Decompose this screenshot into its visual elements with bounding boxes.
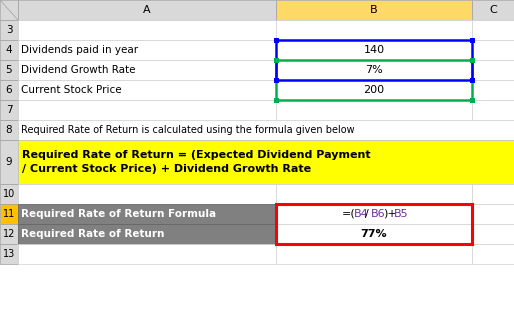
Text: B5: B5 xyxy=(394,209,409,219)
Bar xyxy=(18,224,276,244)
Bar xyxy=(469,57,474,62)
Text: 13: 13 xyxy=(3,249,15,259)
Bar xyxy=(276,204,472,244)
Bar xyxy=(276,40,472,60)
Bar xyxy=(0,244,18,264)
Text: Required Rate of Return: Required Rate of Return xyxy=(21,229,164,239)
Text: 6: 6 xyxy=(6,85,12,95)
Text: Required Rate of Return Formula: Required Rate of Return Formula xyxy=(21,209,216,219)
Bar xyxy=(273,57,279,62)
Bar xyxy=(0,140,18,184)
Bar xyxy=(18,80,276,100)
Bar xyxy=(472,244,514,264)
Bar xyxy=(273,98,279,103)
Bar xyxy=(0,20,18,40)
Text: )+: )+ xyxy=(383,209,396,219)
Text: B: B xyxy=(370,5,378,15)
Bar xyxy=(469,78,474,83)
Bar xyxy=(276,0,472,20)
Bar xyxy=(0,80,18,100)
Bar xyxy=(18,120,514,140)
Bar xyxy=(472,40,514,60)
Text: 140: 140 xyxy=(363,45,384,55)
Bar xyxy=(276,60,472,80)
Bar xyxy=(273,37,279,43)
Bar xyxy=(276,60,472,100)
Bar xyxy=(472,0,514,20)
Bar xyxy=(469,98,474,103)
Text: Current Stock Price: Current Stock Price xyxy=(21,85,122,95)
Bar xyxy=(472,60,514,80)
Bar xyxy=(0,100,18,120)
Bar xyxy=(18,140,514,184)
Bar xyxy=(0,184,18,204)
Text: A: A xyxy=(143,5,151,15)
Text: B6: B6 xyxy=(371,209,386,219)
Bar xyxy=(469,57,474,62)
Text: 7%: 7% xyxy=(365,65,383,75)
Bar xyxy=(18,40,276,60)
Text: 7: 7 xyxy=(6,105,12,115)
Bar xyxy=(273,57,279,62)
Text: 77%: 77% xyxy=(361,229,388,239)
Text: 12: 12 xyxy=(3,229,15,239)
Bar xyxy=(0,0,18,20)
Bar xyxy=(276,100,472,120)
Bar xyxy=(472,204,514,224)
Bar xyxy=(469,37,474,43)
Bar xyxy=(472,20,514,40)
Text: 4: 4 xyxy=(6,45,12,55)
Bar xyxy=(472,100,514,120)
Bar xyxy=(276,184,472,204)
Bar xyxy=(0,40,18,60)
Bar xyxy=(276,80,472,100)
Bar xyxy=(18,100,276,120)
Bar xyxy=(276,244,472,264)
Text: Dividend Growth Rate: Dividend Growth Rate xyxy=(21,65,136,75)
Bar xyxy=(18,60,276,80)
Text: 200: 200 xyxy=(363,85,384,95)
Bar xyxy=(276,224,472,244)
Bar xyxy=(276,20,472,40)
Bar xyxy=(0,204,18,224)
Text: B4: B4 xyxy=(354,209,369,219)
Text: C: C xyxy=(489,5,497,15)
Bar xyxy=(0,224,18,244)
Text: 9: 9 xyxy=(6,157,12,167)
Bar xyxy=(472,80,514,100)
Text: Required Rate of Return is calculated using the formula given below: Required Rate of Return is calculated us… xyxy=(21,125,355,135)
Bar xyxy=(0,120,18,140)
Text: /: / xyxy=(365,209,369,219)
Text: Required Rate of Return = (Expected Dividend Payment
/ Current Stock Price) + Di: Required Rate of Return = (Expected Divi… xyxy=(22,150,371,174)
Text: 5: 5 xyxy=(6,65,12,75)
Text: 3: 3 xyxy=(6,25,12,35)
Bar xyxy=(18,244,276,264)
Text: 11: 11 xyxy=(3,209,15,219)
Text: 10: 10 xyxy=(3,189,15,199)
Text: Dividends paid in year: Dividends paid in year xyxy=(21,45,138,55)
Bar xyxy=(276,40,472,80)
Bar xyxy=(472,224,514,244)
Bar xyxy=(276,204,472,224)
Text: =(: =( xyxy=(342,209,356,219)
Bar xyxy=(472,184,514,204)
Bar xyxy=(273,78,279,83)
Bar xyxy=(0,60,18,80)
Bar xyxy=(18,20,276,40)
Bar xyxy=(18,204,276,224)
Text: 8: 8 xyxy=(6,125,12,135)
Bar xyxy=(18,0,276,20)
Bar xyxy=(18,184,276,204)
